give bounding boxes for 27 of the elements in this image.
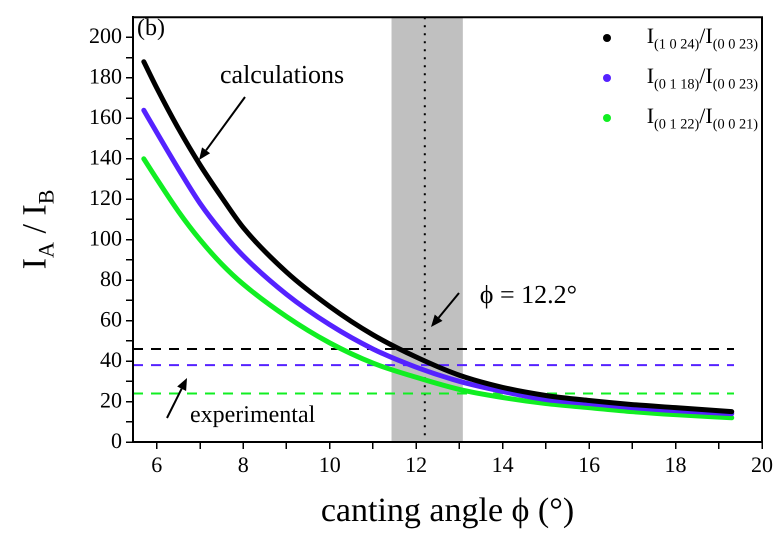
x-tick-label: 16 (578, 452, 600, 477)
x-tick-label: 20 (751, 452, 773, 477)
y-tick-label: 0 (111, 428, 122, 453)
legend-label: I$_{(0 1 22)}$/I$_{(0 0 21)}$ (646, 102, 758, 134)
x-axis-title: canting angle ϕ (°) (320, 492, 576, 530)
y-tick-label: 140 (89, 144, 122, 170)
ref-line-label: ϕ = 12.2° (480, 280, 578, 310)
y-tick-label: 180 (89, 64, 122, 89)
y-tick-label: 20 (100, 387, 122, 412)
legend-label: I$_{(0 1 18)}$/I$_{(0 0 23)}$ (646, 62, 758, 94)
x-tick-label: 6 (151, 452, 162, 477)
x-tick-label: 12 (405, 452, 428, 477)
y-tick-label: 100 (89, 225, 122, 250)
annotation: (b) (137, 15, 165, 42)
x-tick-label: 10 (318, 452, 341, 477)
x-tick-label: 14 (492, 452, 514, 477)
x-tick-label: 18 (664, 452, 687, 477)
y-tick-label: 160 (89, 104, 122, 130)
annotation: calculations (220, 60, 344, 90)
y-tick-label: 80 (100, 266, 122, 291)
legend-label: I$_{(1 0 24)}$/I$_{(0 0 23)}$ (646, 22, 758, 54)
y-tick-label: 200 (89, 23, 122, 48)
y-tick-label: 60 (100, 306, 122, 332)
y-tick-label: 40 (100, 346, 122, 372)
annotation: experimental (190, 402, 316, 429)
x-tick-label: 8 (238, 452, 249, 477)
y-tick-label: 120 (89, 185, 122, 210)
